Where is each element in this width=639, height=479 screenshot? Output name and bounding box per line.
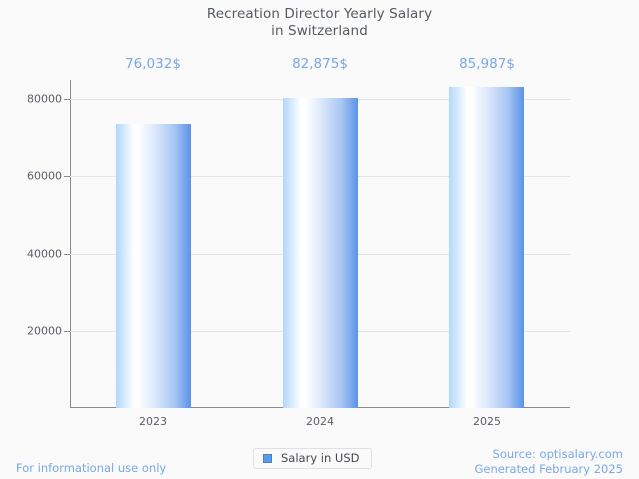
x-tick-label-2024: 2024 xyxy=(306,415,334,428)
chart-legend[interactable]: Salary in USD xyxy=(253,448,372,469)
bar-2025[interactable] xyxy=(449,87,524,408)
legend-swatch-icon xyxy=(263,454,272,463)
bar-value-2023: 76,032$ xyxy=(125,56,181,72)
bar-2023[interactable] xyxy=(116,124,191,408)
source-line: Source: optisalary.com xyxy=(492,447,623,461)
disclaimer-text: For informational use only xyxy=(16,461,167,475)
y-tick-mark-60000 xyxy=(64,176,70,177)
bar-2024[interactable] xyxy=(283,98,358,408)
y-tick-mark-80000 xyxy=(64,99,70,100)
chart-title: Recreation Director Yearly Salary in Swi… xyxy=(0,6,639,40)
plot-area xyxy=(70,80,570,408)
y-tick-mark-20000 xyxy=(64,331,70,332)
source-attribution: Source: optisalary.com Generated Februar… xyxy=(474,447,623,476)
y-tick-label-20000: 20000 xyxy=(27,324,62,338)
y-tick-mark-40000 xyxy=(64,254,70,255)
y-tick-label-60000: 60000 xyxy=(27,169,62,183)
bar-value-2025: 85,987$ xyxy=(459,56,515,72)
x-tick-label-2025: 2025 xyxy=(473,415,501,428)
legend-item-label: Salary in USD xyxy=(281,451,360,465)
chart-title-line2: in Switzerland xyxy=(271,23,368,39)
bar-value-2024: 82,875$ xyxy=(292,56,348,72)
generated-line: Generated February 2025 xyxy=(474,461,623,476)
y-axis-line xyxy=(70,80,71,408)
x-tick-label-2023: 2023 xyxy=(139,415,167,428)
y-axis-tick-labels: 20000 40000 60000 80000 xyxy=(0,0,62,479)
y-tick-label-40000: 40000 xyxy=(27,247,62,261)
chart-title-line1: Recreation Director Yearly Salary xyxy=(206,6,433,22)
y-tick-label-80000: 80000 xyxy=(27,92,62,106)
